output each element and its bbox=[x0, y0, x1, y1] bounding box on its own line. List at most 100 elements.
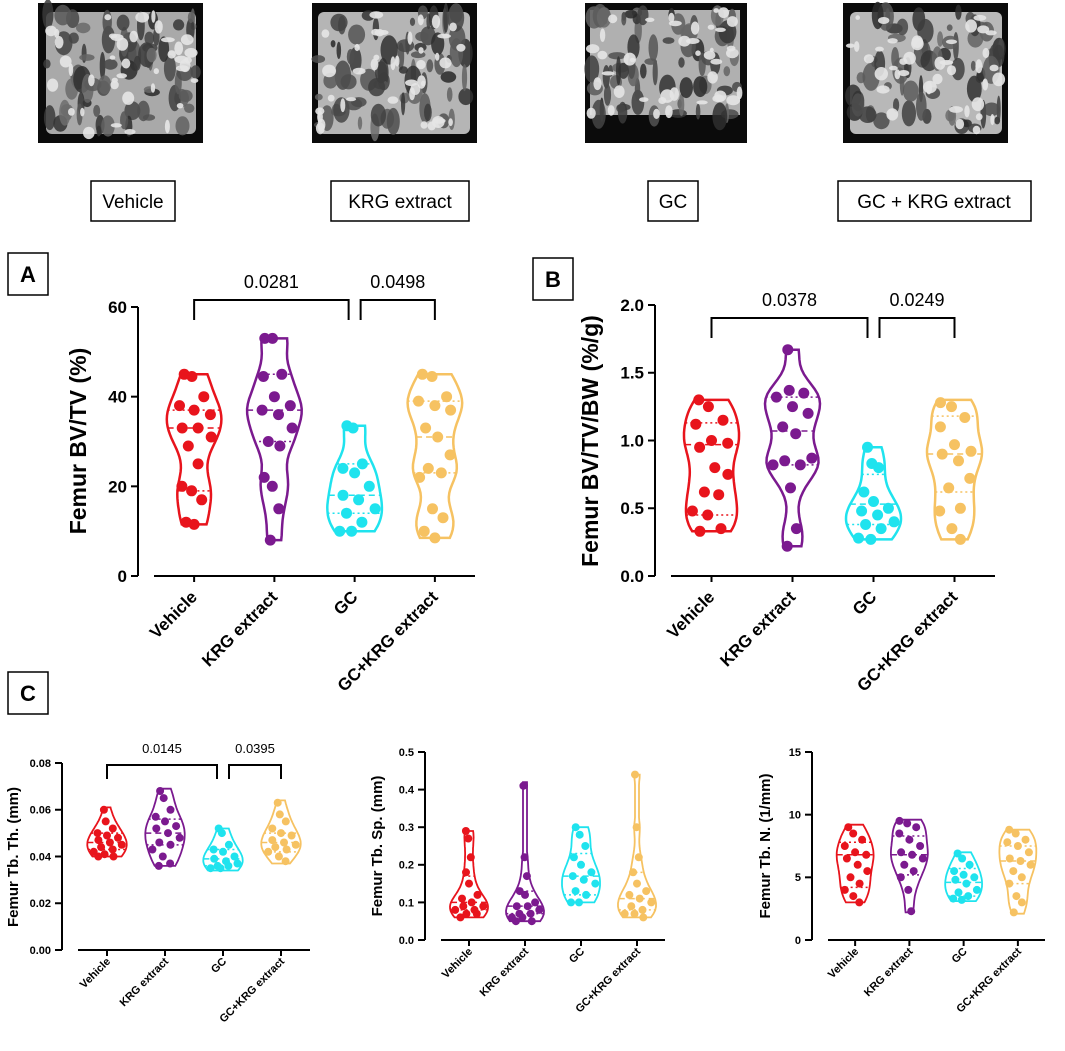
data-point bbox=[97, 843, 106, 852]
data-point bbox=[959, 412, 971, 423]
data-point bbox=[620, 909, 629, 918]
data-point bbox=[466, 853, 475, 862]
data-point bbox=[698, 486, 710, 498]
panel-label-box bbox=[7, 671, 49, 715]
data-point bbox=[276, 368, 288, 380]
data-point bbox=[108, 824, 117, 833]
data-point bbox=[456, 913, 465, 922]
data-point bbox=[693, 394, 705, 406]
data-point bbox=[176, 480, 188, 492]
x-tick-label: GC bbox=[330, 587, 361, 618]
data-point bbox=[954, 888, 963, 897]
data-point bbox=[192, 458, 204, 470]
data-point bbox=[268, 836, 277, 845]
data-point bbox=[273, 503, 285, 515]
data-point bbox=[949, 894, 958, 903]
p-value-label: 0.0498 bbox=[370, 272, 425, 292]
data-point bbox=[188, 404, 200, 416]
violin-krg-extract bbox=[763, 348, 822, 548]
data-point bbox=[196, 494, 208, 506]
data-point bbox=[860, 519, 872, 530]
data-point bbox=[790, 428, 802, 440]
data-point bbox=[770, 391, 782, 403]
y-tick-label: 20 bbox=[108, 477, 127, 496]
data-point bbox=[972, 885, 981, 894]
image-label-krg-extract: KRG extract bbox=[348, 192, 452, 213]
comparison-bracket bbox=[106, 764, 218, 779]
data-point bbox=[186, 371, 198, 382]
data-point bbox=[414, 471, 426, 483]
data-point bbox=[418, 525, 430, 537]
data-point bbox=[274, 440, 286, 452]
data-point bbox=[346, 525, 358, 537]
data-point bbox=[186, 485, 198, 497]
data-point bbox=[148, 845, 157, 854]
comparison-bracket bbox=[193, 299, 350, 320]
x-tick-label: KRG extract bbox=[478, 945, 532, 999]
data-point bbox=[284, 400, 296, 412]
data-point bbox=[953, 455, 964, 467]
data-point bbox=[152, 824, 161, 833]
image-label-krg-box: KRG extract bbox=[330, 180, 470, 222]
ct-image-gc bbox=[584, 3, 747, 143]
data-point bbox=[526, 909, 535, 918]
data-point bbox=[353, 494, 365, 506]
data-point bbox=[888, 516, 900, 528]
y-tick-label: 0.08 bbox=[30, 758, 51, 770]
data-point bbox=[282, 845, 291, 854]
data-point bbox=[437, 512, 449, 524]
data-point bbox=[479, 902, 488, 911]
x-tick-label: GC bbox=[849, 587, 880, 618]
data-point bbox=[895, 829, 904, 838]
ct-image-krg-extract bbox=[311, 2, 477, 143]
data-point bbox=[151, 812, 160, 821]
data-point bbox=[99, 805, 108, 814]
data-point bbox=[934, 421, 946, 433]
x-tick-label: Vehicle bbox=[826, 946, 861, 981]
data-point bbox=[535, 905, 544, 914]
data-point bbox=[264, 847, 273, 856]
data-point bbox=[291, 840, 300, 849]
data-point bbox=[783, 384, 795, 396]
data-point bbox=[277, 829, 285, 838]
data-point bbox=[93, 829, 102, 838]
data-point bbox=[694, 525, 706, 537]
data-point bbox=[522, 872, 531, 881]
data-point bbox=[356, 458, 368, 470]
data-point bbox=[846, 873, 855, 882]
data-point bbox=[445, 404, 457, 416]
data-point bbox=[188, 518, 200, 530]
data-point bbox=[1012, 892, 1021, 901]
image-label-gc-krg-box: GC + KRG extract bbox=[837, 180, 1032, 222]
data-point bbox=[1024, 848, 1033, 857]
data-point bbox=[1009, 908, 1018, 917]
data-point bbox=[575, 830, 584, 839]
data-point bbox=[794, 459, 806, 471]
data-point bbox=[1026, 860, 1035, 869]
y-tick-label: 0.3 bbox=[399, 822, 414, 834]
comparison-bracket bbox=[359, 299, 436, 320]
data-point bbox=[950, 867, 959, 876]
data-point bbox=[274, 852, 283, 861]
data-point bbox=[280, 838, 288, 847]
p-value-label: 0.0378 bbox=[762, 290, 817, 310]
chart-panel-c-tb-n: 0 5 10 15 Femur Tb. N. (1/mm) Vehicle KRG extr… bbox=[757, 747, 1045, 1015]
data-point bbox=[779, 455, 791, 467]
panel-label: A bbox=[20, 262, 36, 287]
x-tick-label: GC bbox=[567, 946, 587, 966]
y-axis-label: Femur BV/TV (%) bbox=[65, 348, 91, 535]
image-label-vehicle-box: Vehicle bbox=[90, 180, 176, 222]
data-point bbox=[267, 332, 278, 344]
data-point bbox=[862, 850, 871, 859]
data-point bbox=[105, 838, 114, 847]
data-point bbox=[872, 509, 884, 521]
data-point bbox=[842, 854, 851, 863]
data-point bbox=[632, 823, 641, 832]
data-point bbox=[519, 781, 528, 790]
data-point bbox=[905, 835, 914, 844]
data-point bbox=[458, 894, 466, 903]
data-point bbox=[639, 913, 648, 922]
data-point bbox=[900, 860, 909, 869]
data-point bbox=[259, 332, 271, 344]
